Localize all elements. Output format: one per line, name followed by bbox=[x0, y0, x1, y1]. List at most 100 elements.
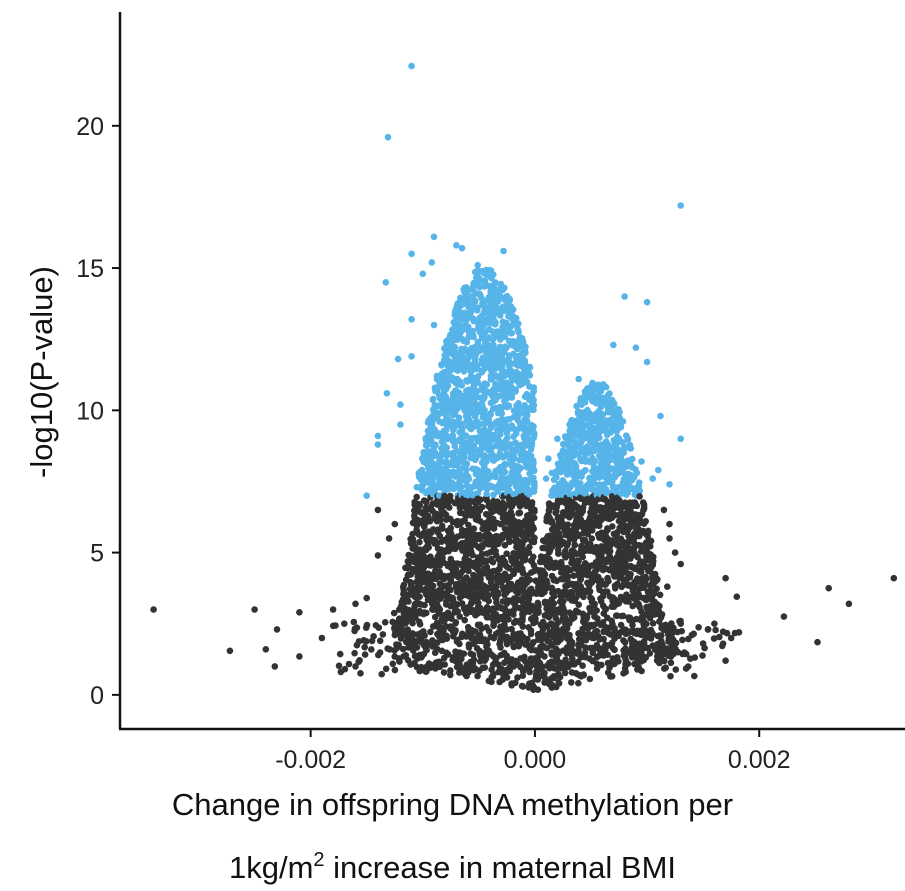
x-axis-title-line-2: 1kg/m2 increase in maternal BMI bbox=[0, 849, 905, 886]
data-point bbox=[494, 591, 502, 598]
data-point bbox=[460, 650, 468, 657]
data-point bbox=[526, 364, 534, 371]
data-point bbox=[484, 641, 491, 648]
data-point bbox=[723, 629, 731, 637]
data-point bbox=[606, 390, 613, 397]
data-point bbox=[318, 634, 326, 642]
data-point bbox=[553, 624, 560, 631]
data-point bbox=[624, 436, 632, 444]
data-point bbox=[418, 663, 425, 671]
data-point bbox=[485, 430, 493, 437]
data-point bbox=[447, 578, 454, 585]
y-tick-label: 15 bbox=[76, 255, 104, 283]
data-point bbox=[501, 462, 509, 469]
data-point bbox=[408, 633, 416, 640]
data-point bbox=[510, 455, 518, 463]
data-point bbox=[397, 401, 404, 408]
data-point bbox=[428, 259, 436, 266]
data-point bbox=[505, 616, 512, 623]
data-point bbox=[429, 396, 437, 404]
data-point bbox=[465, 669, 472, 676]
data-point bbox=[658, 632, 665, 639]
data-point bbox=[271, 663, 279, 670]
data-point bbox=[490, 271, 497, 278]
data-point bbox=[501, 570, 509, 578]
data-point bbox=[395, 641, 403, 649]
data-point bbox=[667, 672, 674, 680]
data-point bbox=[532, 615, 539, 622]
data-point bbox=[424, 512, 432, 520]
data-point bbox=[449, 480, 456, 487]
data-point bbox=[471, 298, 479, 305]
data-point bbox=[402, 652, 410, 659]
data-point bbox=[456, 613, 464, 620]
data-point bbox=[510, 611, 517, 618]
data-point bbox=[664, 583, 671, 590]
data-point bbox=[530, 460, 537, 467]
data-point bbox=[570, 572, 577, 579]
data-point bbox=[516, 509, 524, 517]
data-point bbox=[602, 486, 610, 493]
data-point bbox=[396, 658, 403, 665]
data-point bbox=[668, 620, 675, 627]
data-point bbox=[455, 414, 463, 422]
data-point bbox=[621, 639, 629, 646]
data-point bbox=[672, 645, 679, 653]
data-point bbox=[512, 338, 519, 346]
data-point bbox=[458, 655, 465, 663]
data-point bbox=[565, 441, 572, 448]
data-point bbox=[527, 446, 535, 453]
data-point bbox=[430, 321, 438, 329]
data-point bbox=[490, 671, 497, 678]
data-point bbox=[604, 651, 611, 658]
data-point bbox=[606, 553, 614, 560]
data-point bbox=[474, 512, 482, 520]
data-point bbox=[583, 612, 591, 620]
data-point bbox=[512, 314, 520, 322]
data-point bbox=[622, 668, 629, 676]
data-point bbox=[711, 620, 718, 627]
data-point bbox=[521, 556, 529, 564]
data-point bbox=[454, 315, 461, 323]
data-point bbox=[485, 567, 492, 575]
data-point bbox=[423, 609, 430, 617]
data-point bbox=[780, 613, 788, 620]
data-point bbox=[575, 679, 582, 687]
data-point bbox=[568, 641, 576, 649]
data-point bbox=[429, 417, 436, 425]
data-point bbox=[512, 679, 519, 687]
data-point bbox=[602, 383, 610, 391]
data-point bbox=[384, 645, 392, 652]
data-point bbox=[296, 653, 303, 660]
data-point bbox=[416, 584, 424, 591]
data-point bbox=[619, 612, 627, 620]
data-point bbox=[394, 628, 402, 635]
data-point bbox=[586, 588, 594, 595]
data-point bbox=[399, 645, 407, 653]
data-point bbox=[473, 387, 481, 395]
data-point bbox=[440, 669, 448, 676]
data-point bbox=[523, 390, 531, 398]
data-point bbox=[556, 498, 564, 506]
data-point bbox=[460, 404, 468, 412]
data-point bbox=[727, 634, 735, 642]
data-point bbox=[429, 473, 437, 481]
data-point bbox=[583, 443, 591, 450]
data-point bbox=[515, 320, 522, 328]
data-point bbox=[389, 660, 397, 668]
data-point bbox=[572, 594, 580, 601]
data-point bbox=[570, 614, 578, 621]
data-point bbox=[577, 576, 584, 584]
data-point bbox=[554, 546, 562, 554]
data-point bbox=[477, 496, 484, 504]
data-point bbox=[429, 526, 437, 533]
data-point bbox=[629, 621, 636, 629]
data-point bbox=[471, 413, 479, 421]
data-point bbox=[733, 593, 741, 600]
data-point bbox=[357, 670, 364, 677]
data-point bbox=[649, 630, 657, 638]
data-point bbox=[571, 541, 579, 549]
data-point bbox=[472, 394, 480, 401]
data-point bbox=[627, 445, 635, 452]
